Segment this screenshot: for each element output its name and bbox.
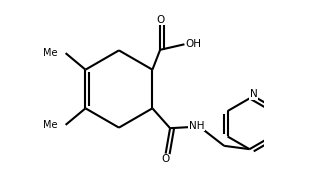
Text: N: N bbox=[250, 89, 257, 99]
Text: O: O bbox=[156, 15, 164, 25]
Text: NH: NH bbox=[189, 121, 204, 131]
Text: Me: Me bbox=[43, 48, 58, 58]
Text: OH: OH bbox=[186, 39, 202, 49]
Text: Me: Me bbox=[43, 120, 58, 130]
Text: O: O bbox=[162, 154, 170, 164]
